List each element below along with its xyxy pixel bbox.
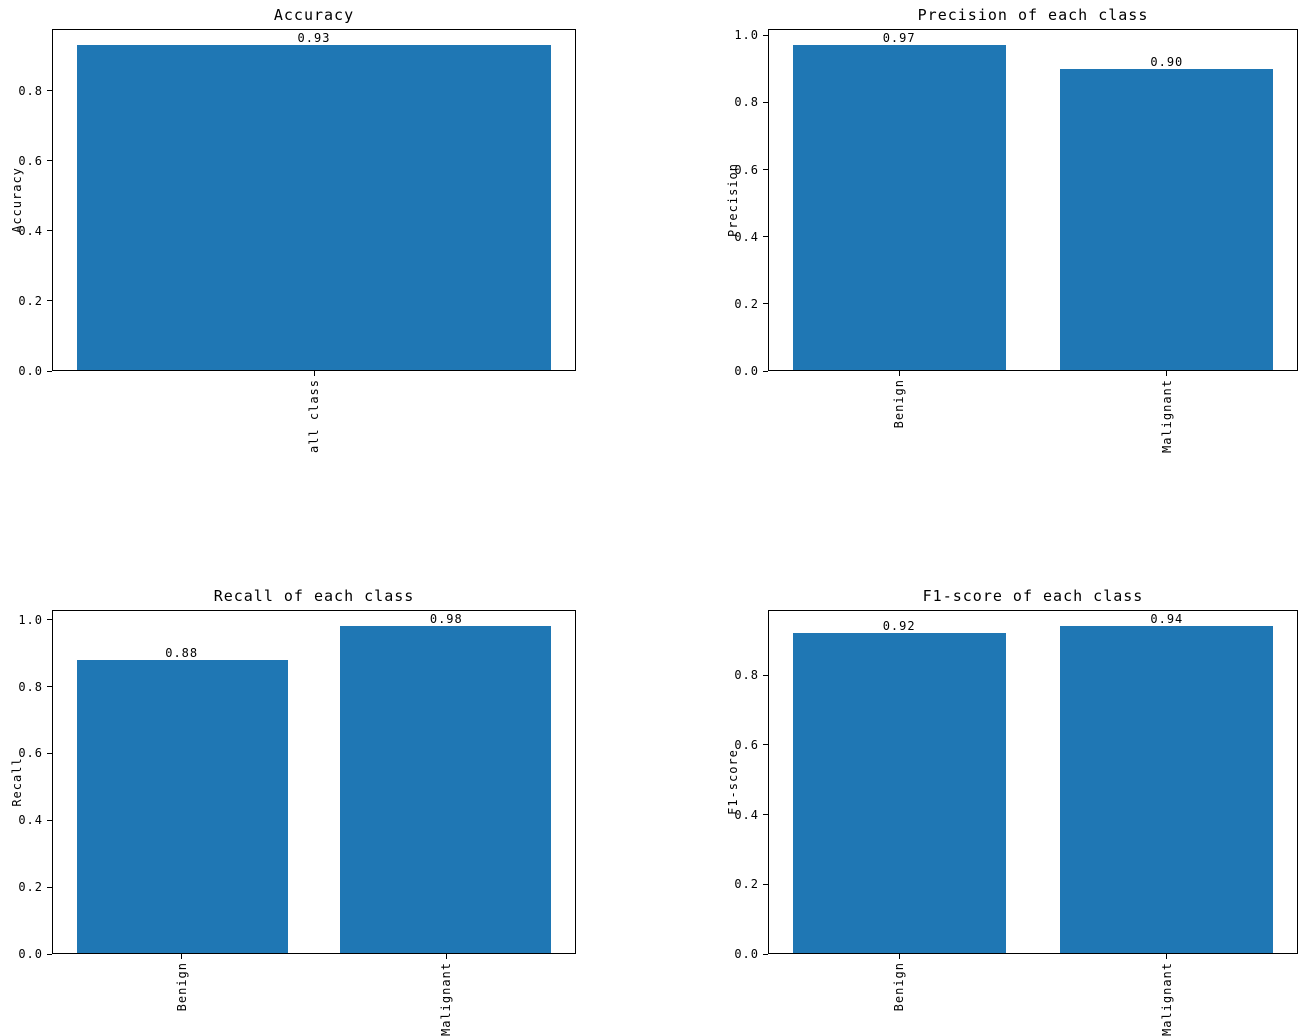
y-tick-label: 0.8 bbox=[18, 83, 43, 98]
x-tick-label-text: Benign bbox=[892, 962, 907, 1012]
y-tick-mark bbox=[763, 953, 768, 955]
x-tick-label-text: Malignant bbox=[1159, 962, 1174, 1036]
chart-title: Recall of each class bbox=[213, 587, 415, 605]
x-tick-mark bbox=[313, 371, 315, 376]
y-tick-mark bbox=[763, 674, 768, 676]
x-tick-label: Malignant bbox=[1159, 962, 1233, 1036]
x-tick-mark bbox=[1166, 954, 1168, 959]
y-tick-mark bbox=[47, 953, 52, 955]
axes-box bbox=[52, 610, 576, 954]
x-tick-label-text: Malignant bbox=[439, 962, 454, 1036]
y-tick-mark bbox=[763, 236, 768, 238]
y-tick-mark bbox=[763, 303, 768, 305]
y-axis-label: Recall bbox=[9, 757, 58, 806]
y-tick-label: 0.2 bbox=[734, 296, 759, 311]
y-axis-label-text: Recall bbox=[10, 757, 24, 807]
bar-value-label: 0.92 bbox=[882, 619, 916, 634]
bar bbox=[76, 45, 552, 370]
y-tick-label: 0.0 bbox=[734, 947, 759, 961]
y-tick-mark bbox=[47, 300, 52, 302]
y-tick-mark bbox=[47, 819, 52, 821]
y-tick-mark bbox=[763, 744, 768, 746]
bar-value-label: 0.88 bbox=[165, 645, 199, 660]
x-tick-mark bbox=[898, 371, 900, 376]
bar-value-label: 0.93 bbox=[297, 31, 331, 46]
x-tick-mark bbox=[1166, 371, 1168, 376]
x-tick-mark bbox=[445, 954, 447, 959]
x-tick-label: Benign bbox=[891, 379, 940, 428]
y-tick-label: 0.2 bbox=[18, 293, 43, 308]
x-tick-label-text: Benign bbox=[892, 379, 907, 429]
y-tick-mark bbox=[47, 370, 52, 372]
y-tick-label: 0.6 bbox=[734, 162, 759, 177]
y-tick-label: 0.4 bbox=[18, 813, 43, 828]
bar bbox=[340, 626, 552, 953]
chart-title: Precision of each class bbox=[917, 6, 1149, 24]
y-tick-mark bbox=[763, 101, 768, 103]
y-tick-label: 0.4 bbox=[18, 223, 43, 238]
y-tick-mark bbox=[47, 752, 52, 754]
x-tick-label: Malignant bbox=[1159, 379, 1233, 453]
bar-value-label: 0.90 bbox=[1150, 54, 1184, 69]
y-tick-label: 0.0 bbox=[18, 364, 43, 378]
bar-value-label: 0.98 bbox=[429, 612, 463, 627]
y-tick-label: 0.6 bbox=[734, 737, 759, 752]
bar-value-label: 0.97 bbox=[882, 31, 916, 46]
x-tick-label-text: all class bbox=[307, 379, 321, 454]
bar bbox=[1059, 68, 1273, 370]
y-tick-label: 1.0 bbox=[734, 28, 759, 43]
y-tick-label: 0.4 bbox=[734, 229, 759, 244]
y-tick-mark bbox=[763, 169, 768, 171]
chart-title: F1-score of each class bbox=[922, 587, 1144, 605]
axes-box bbox=[768, 29, 1298, 371]
y-tick-label: 0.2 bbox=[18, 880, 43, 895]
bar bbox=[76, 659, 288, 953]
axes-box bbox=[52, 29, 576, 371]
y-tick-mark bbox=[763, 814, 768, 816]
bar bbox=[1059, 626, 1273, 953]
chart-title: Accuracy bbox=[273, 6, 355, 24]
x-tick-label: Benign bbox=[174, 962, 223, 1011]
y-tick-mark bbox=[47, 619, 52, 621]
x-tick-label-text: Malignant bbox=[1159, 379, 1174, 454]
bar-value-label: 0.94 bbox=[1150, 612, 1184, 627]
y-tick-label: 0.8 bbox=[734, 668, 759, 683]
y-axis-label: Precision bbox=[725, 163, 799, 237]
x-tick-label: Malignant bbox=[438, 962, 512, 1036]
y-tick-label: 0.2 bbox=[734, 877, 759, 892]
x-tick-mark bbox=[898, 954, 900, 959]
x-tick-label-text: Benign bbox=[174, 962, 189, 1012]
y-tick-mark bbox=[763, 34, 768, 36]
bar bbox=[793, 633, 1007, 953]
y-axis-label: Accuracy bbox=[9, 167, 75, 233]
y-tick-mark bbox=[763, 370, 768, 372]
y-tick-mark bbox=[47, 230, 52, 232]
y-tick-mark bbox=[47, 886, 52, 888]
y-tick-mark bbox=[763, 883, 768, 885]
x-tick-mark bbox=[181, 954, 183, 959]
y-tick-label: 0.0 bbox=[734, 364, 759, 378]
y-tick-mark bbox=[47, 90, 52, 92]
y-tick-mark bbox=[47, 686, 52, 688]
x-tick-label: Benign bbox=[891, 962, 940, 1011]
x-tick-label: all class bbox=[306, 379, 380, 453]
y-axis-label-text: F1-score bbox=[726, 749, 740, 815]
y-tick-label: 0.8 bbox=[734, 95, 759, 110]
y-tick-mark bbox=[47, 160, 52, 162]
y-tick-label: 1.0 bbox=[18, 612, 43, 627]
y-tick-label: 0.6 bbox=[18, 746, 43, 761]
y-tick-label: 0.8 bbox=[18, 679, 43, 694]
bar bbox=[793, 45, 1007, 370]
y-axis-label: F1-score bbox=[725, 749, 791, 815]
y-tick-label: 0.6 bbox=[18, 153, 43, 168]
y-tick-label: 0.4 bbox=[734, 807, 759, 822]
axes-box bbox=[768, 610, 1298, 954]
y-tick-label: 0.0 bbox=[18, 947, 43, 961]
